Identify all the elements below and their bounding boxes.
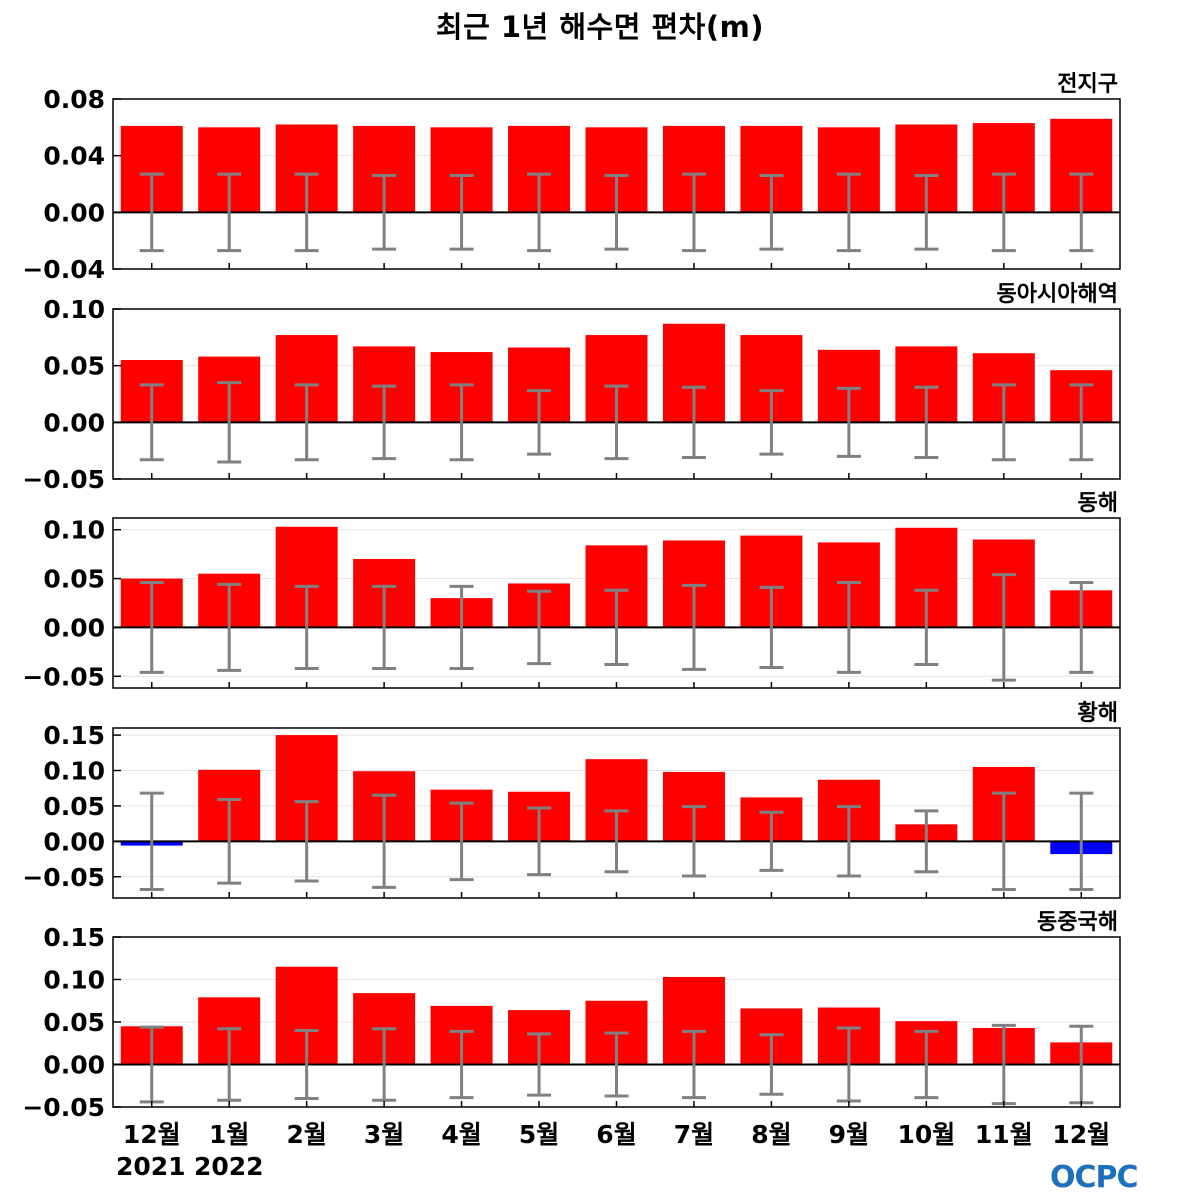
panel-label-2: 동해	[1078, 491, 1118, 516]
y-tick-label-1-1: 0.05	[43, 352, 105, 381]
y-tick-label-2-0: 0.10	[43, 516, 105, 545]
y-tick-label-2-1: 0.05	[43, 565, 105, 594]
panel-label-4: 동중국해	[1037, 910, 1118, 935]
panel-label-1: 동아시아해역	[997, 282, 1118, 307]
year-label-2021: 2021	[116, 1152, 186, 1181]
y-tick-label-2-3: −0.05	[22, 662, 105, 691]
x-category-label-2: 2월	[286, 1120, 326, 1149]
panel-label-0: 전지구	[1057, 72, 1118, 97]
y-tick-label-4-2: 0.05	[43, 1008, 105, 1037]
y-tick-label-2-2: 0.00	[43, 613, 105, 642]
y-tick-label-3-2: 0.05	[43, 792, 105, 821]
x-category-label-9: 9월	[829, 1120, 869, 1149]
y-tick-label-3-0: 0.15	[43, 721, 105, 750]
x-category-label-7: 7월	[674, 1120, 714, 1149]
x-category-label-5: 5월	[519, 1120, 559, 1149]
x-category-label-4: 4월	[441, 1120, 481, 1149]
y-tick-label-1-3: −0.05	[22, 465, 105, 494]
x-category-label-10: 10월	[897, 1120, 955, 1149]
y-tick-label-0-0: 0.08	[43, 85, 105, 114]
y-tick-label-3-1: 0.10	[43, 757, 105, 786]
y-tick-label-3-4: −0.05	[22, 863, 105, 892]
year-label-2022: 2022	[194, 1152, 264, 1181]
y-tick-label-3-3: 0.00	[43, 827, 105, 856]
panel-label-3: 황해	[1078, 701, 1118, 726]
ocpc-logo: OCPC	[1050, 1160, 1139, 1195]
y-tick-label-0-1: 0.04	[43, 142, 105, 171]
x-category-label-11: 11월	[975, 1120, 1033, 1149]
x-category-label-0: 12월	[123, 1120, 181, 1149]
y-tick-label-4-1: 0.10	[43, 966, 105, 995]
y-tick-label-4-3: 0.00	[43, 1051, 105, 1080]
y-tick-label-1-0: 0.10	[43, 295, 105, 324]
y-tick-label-1-2: 0.00	[43, 408, 105, 437]
x-category-label-6: 6월	[596, 1120, 636, 1149]
x-category-label-1: 1월	[209, 1120, 249, 1149]
y-tick-label-0-3: −0.04	[22, 255, 105, 284]
chart-title: 최근 1년 해수면 편차(m)	[435, 10, 765, 44]
x-category-label-3: 3월	[364, 1120, 404, 1149]
x-category-label-8: 8월	[751, 1120, 791, 1149]
x-category-label-12: 12월	[1052, 1120, 1110, 1149]
y-tick-label-4-0: 0.15	[43, 923, 105, 952]
y-tick-label-0-2: 0.00	[43, 198, 105, 227]
y-tick-label-4-4: −0.05	[22, 1093, 105, 1122]
